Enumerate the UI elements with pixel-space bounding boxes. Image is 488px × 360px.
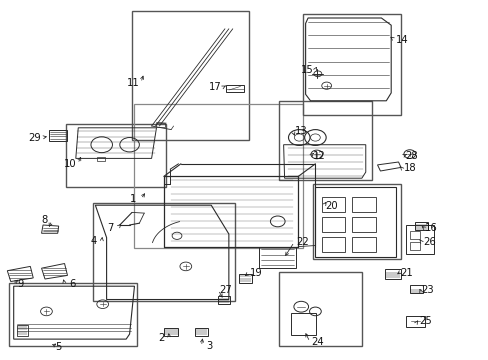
Text: 13: 13 xyxy=(294,126,306,136)
Text: 6: 6 xyxy=(69,279,76,289)
Text: 22: 22 xyxy=(295,237,308,247)
Text: 9: 9 xyxy=(17,279,24,289)
Bar xyxy=(9,283,137,346)
Text: 25: 25 xyxy=(418,316,431,326)
Bar xyxy=(414,222,427,230)
Bar xyxy=(351,217,375,232)
Text: 16: 16 xyxy=(424,222,437,233)
Text: 26: 26 xyxy=(422,237,435,247)
Bar xyxy=(291,313,315,335)
Text: 5: 5 xyxy=(55,342,62,352)
Text: 18: 18 xyxy=(403,163,415,174)
Bar xyxy=(321,217,345,232)
Bar xyxy=(194,328,208,336)
Bar xyxy=(409,285,423,293)
Bar xyxy=(49,130,67,141)
Text: 15: 15 xyxy=(300,65,313,75)
Bar xyxy=(409,231,419,239)
Bar xyxy=(278,101,371,180)
Bar xyxy=(17,325,28,336)
Text: 1: 1 xyxy=(129,194,136,204)
Text: 11: 11 xyxy=(126,78,139,88)
Text: 8: 8 xyxy=(41,215,47,225)
Text: 29: 29 xyxy=(28,132,41,143)
Bar xyxy=(321,197,345,212)
Bar xyxy=(315,187,395,257)
Bar xyxy=(312,184,400,259)
Text: 14: 14 xyxy=(395,35,407,45)
Bar xyxy=(259,247,295,268)
Text: 24: 24 xyxy=(311,337,324,347)
Text: 27: 27 xyxy=(219,285,232,295)
Bar xyxy=(278,272,361,346)
Text: 23: 23 xyxy=(421,285,433,295)
Bar xyxy=(385,269,400,279)
Bar xyxy=(409,242,419,250)
Text: 4: 4 xyxy=(91,236,97,246)
Bar xyxy=(97,157,104,161)
Bar xyxy=(405,225,433,254)
Bar xyxy=(93,203,234,301)
Bar xyxy=(134,104,303,248)
Text: 28: 28 xyxy=(405,150,417,161)
Text: 17: 17 xyxy=(208,82,221,92)
Text: 7: 7 xyxy=(106,222,113,233)
Bar xyxy=(156,123,165,127)
Bar xyxy=(351,237,375,252)
Text: 20: 20 xyxy=(325,201,337,211)
Bar xyxy=(217,296,229,304)
Bar xyxy=(163,328,178,336)
Text: 21: 21 xyxy=(400,268,412,278)
Text: 10: 10 xyxy=(63,159,76,169)
Bar xyxy=(303,14,400,115)
Text: 12: 12 xyxy=(312,150,325,161)
Bar xyxy=(66,124,166,187)
Text: 3: 3 xyxy=(206,341,212,351)
Bar xyxy=(225,85,243,92)
Bar xyxy=(132,11,249,140)
Text: 2: 2 xyxy=(158,333,164,343)
Text: 19: 19 xyxy=(250,268,263,278)
Bar xyxy=(321,237,345,252)
Bar xyxy=(405,316,425,327)
Bar xyxy=(351,197,375,212)
Bar xyxy=(238,274,252,283)
